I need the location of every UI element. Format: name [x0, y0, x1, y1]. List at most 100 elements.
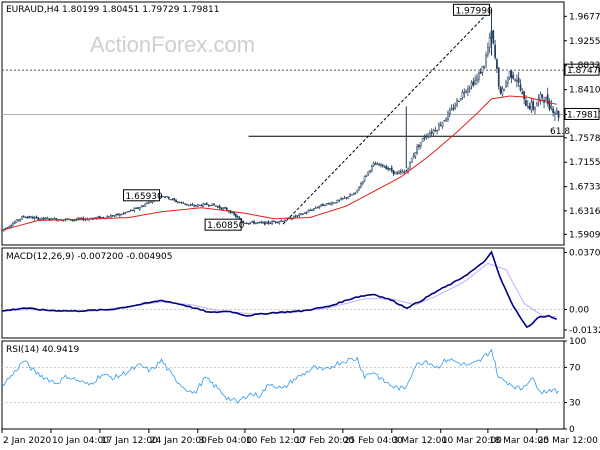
candle-body — [189, 204, 192, 206]
candle-body — [508, 71, 511, 78]
candle-body — [140, 205, 143, 208]
candle-body — [131, 209, 134, 211]
candle-body — [414, 151, 417, 157]
candle-body — [387, 167, 389, 170]
candle-body — [312, 208, 315, 211]
candle-body — [146, 202, 148, 205]
candle-body — [327, 203, 330, 205]
x-tick-label: 3 Feb 04:00 — [199, 436, 253, 446]
candle-body — [372, 163, 375, 166]
candle-body — [215, 205, 217, 207]
candle-body — [448, 109, 451, 115]
candle-body — [262, 222, 264, 224]
rsi-line — [1, 348, 559, 404]
candle-body — [526, 106, 529, 109]
macd-signal-line — [1, 262, 557, 318]
candle-body — [496, 59, 498, 69]
price-annotation-box — [123, 189, 161, 202]
x-tick-label: 2 Jan 2020 — [3, 436, 51, 446]
rsi-group: 100 70 30 0 — [1, 337, 586, 435]
candle-body — [177, 201, 179, 203]
candle-body — [394, 171, 397, 175]
candle-body — [345, 197, 348, 199]
candle-body — [398, 171, 400, 174]
candle-body — [376, 163, 379, 165]
candle-body — [497, 67, 500, 87]
candle-body — [296, 215, 299, 217]
candle-body — [487, 47, 489, 55]
candle-body — [352, 193, 355, 196]
candle-body — [428, 133, 431, 138]
rsi-tick-label: 70 — [569, 363, 581, 373]
candle-body — [390, 167, 393, 172]
candle-body — [305, 212, 308, 214]
candle-body — [528, 105, 531, 109]
candle-body — [209, 205, 212, 207]
candle-body — [463, 91, 466, 94]
macd-title: MACD(12,26,9) -0.007200 -0.004905 — [6, 252, 172, 262]
candle-body — [532, 101, 535, 110]
candle-body — [238, 217, 241, 219]
candle-body — [216, 206, 219, 208]
price-annotation-box — [204, 218, 242, 231]
candle-body — [331, 202, 333, 205]
candle-body — [472, 81, 475, 86]
current-price-label: 1.79811 — [567, 110, 600, 120]
price-tick-label: 1.75780 — [569, 134, 600, 144]
dashed-trendline — [282, 8, 492, 225]
candle-body — [467, 88, 469, 92]
candle-body — [401, 171, 404, 174]
candle-body — [41, 217, 43, 220]
macd-tick-label: 0.00 — [569, 306, 589, 316]
candle-body — [42, 217, 45, 220]
watermark: ActionForex.com — [90, 32, 255, 57]
candle-body — [432, 129, 435, 134]
candle-body — [303, 212, 306, 214]
candle-body — [505, 81, 507, 88]
candle-body — [378, 164, 380, 166]
candle-body — [494, 44, 496, 58]
candle-body — [267, 221, 270, 224]
resistance-label: 1.87470 — [567, 66, 600, 76]
candle-body — [554, 112, 556, 115]
candle-body — [552, 108, 554, 113]
candle-body — [280, 220, 283, 222]
candle-body — [109, 215, 112, 218]
candle-body — [441, 121, 444, 127]
candle-body — [506, 77, 509, 84]
candle-body — [164, 196, 167, 198]
candle-body — [548, 101, 551, 110]
candle-body — [236, 216, 239, 218]
candle-body — [425, 136, 428, 138]
candle-body — [336, 200, 339, 204]
candle-body — [31, 216, 34, 219]
candle-body — [302, 213, 304, 215]
candle-body — [253, 221, 255, 224]
candle-body — [436, 130, 438, 132]
candle-body — [113, 215, 116, 217]
candle-body — [242, 220, 244, 223]
fib-618-label: 61.8 — [550, 127, 570, 137]
candle-body — [231, 212, 234, 214]
candle-body — [530, 102, 533, 111]
candle-body — [307, 210, 310, 213]
candle-body — [477, 72, 480, 80]
macd-panel-frame — [1, 247, 565, 339]
candle-body — [452, 107, 455, 110]
candle-body — [410, 158, 413, 164]
candle-body — [343, 197, 346, 199]
candle-body — [187, 204, 190, 206]
candle-body — [309, 209, 312, 211]
candle-body — [416, 146, 419, 154]
candle-body — [481, 65, 484, 73]
main-panel-frame — [1, 1, 565, 246]
candle-body — [73, 219, 76, 221]
candle-body — [162, 196, 165, 198]
candle-body — [535, 103, 538, 107]
candle-body — [200, 204, 203, 207]
candle-body — [28, 216, 31, 218]
candle-body — [465, 91, 467, 93]
candle-body — [235, 214, 237, 218]
candle-body — [318, 205, 321, 208]
candle-body — [501, 88, 504, 95]
